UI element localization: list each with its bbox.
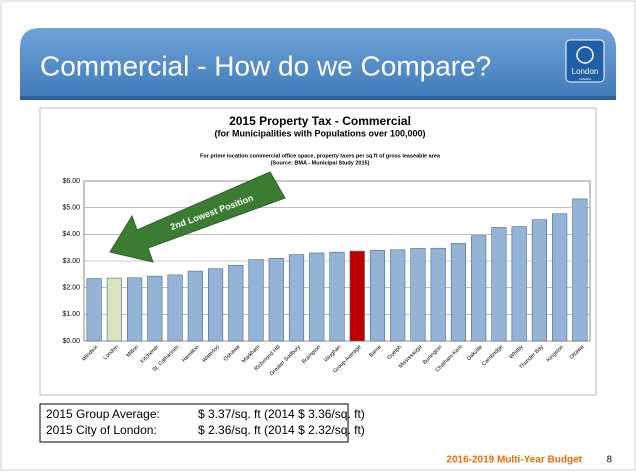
header-band xyxy=(20,28,616,100)
bar xyxy=(167,274,183,342)
logo-tree xyxy=(576,46,594,64)
bar xyxy=(531,219,547,342)
bar xyxy=(228,264,244,342)
y-tick-label: $3.00 xyxy=(62,258,80,265)
y-tick-label: $6.00 xyxy=(62,178,80,185)
chart-note: For prime location commercial office spa… xyxy=(200,153,441,159)
bar xyxy=(309,252,325,342)
y-tick-label: $2.00 xyxy=(62,285,80,292)
bar xyxy=(349,250,365,342)
bar xyxy=(491,227,507,342)
y-tick-label: $5.00 xyxy=(62,205,80,212)
y-tick-label: $4.00 xyxy=(62,231,80,238)
bar xyxy=(248,259,264,342)
chart-subtitle: (for Municipalities with Populations ove… xyxy=(214,128,425,138)
bar xyxy=(187,270,203,342)
bar xyxy=(268,258,284,342)
bar xyxy=(288,254,305,342)
bar xyxy=(552,213,568,342)
page-number: 8 xyxy=(606,455,612,466)
bar xyxy=(369,250,386,342)
logo xyxy=(565,39,605,83)
chart-title: 2015 Property Tax - Commercial xyxy=(229,114,411,128)
summary-value: $ 3.37/sq. ft (2014 $ 3.36/sq. ft) xyxy=(198,407,365,421)
bar xyxy=(106,277,122,342)
summary-box xyxy=(39,403,349,443)
bar xyxy=(410,248,426,342)
bar xyxy=(471,235,487,342)
summary-value: $ 2.36/sq. ft (2014 $ 2.32/sq. ft) xyxy=(198,423,365,437)
bar xyxy=(390,249,406,342)
bar xyxy=(511,226,527,342)
chart-source: (Source: BMA - Municipal Study 2015) xyxy=(271,160,370,166)
bar xyxy=(86,278,102,342)
bar xyxy=(127,277,143,342)
header-strip xyxy=(20,96,616,100)
y-tick-label: $1.00 xyxy=(62,311,80,318)
logo-subtext: CANADA xyxy=(579,77,592,81)
footer-text: 2016-2019 Multi-Year Budget xyxy=(446,455,582,466)
bar xyxy=(450,243,467,342)
summary-label: 2015 City of London: xyxy=(46,423,157,437)
annotation-arrow xyxy=(109,171,286,263)
bar xyxy=(147,275,163,342)
header-title: Commercial - How do we Compare? xyxy=(40,50,491,81)
bar xyxy=(207,268,224,342)
logo-text: London xyxy=(572,67,599,76)
bar xyxy=(329,251,345,342)
summary-label: 2015 Group Average: xyxy=(46,407,160,421)
bar xyxy=(572,198,588,342)
bar xyxy=(430,247,446,342)
y-tick-label: $0.00 xyxy=(62,338,80,345)
plot: $0.00$1.00$2.00$3.00$4.00$5.00$6.00Winds… xyxy=(62,178,591,377)
